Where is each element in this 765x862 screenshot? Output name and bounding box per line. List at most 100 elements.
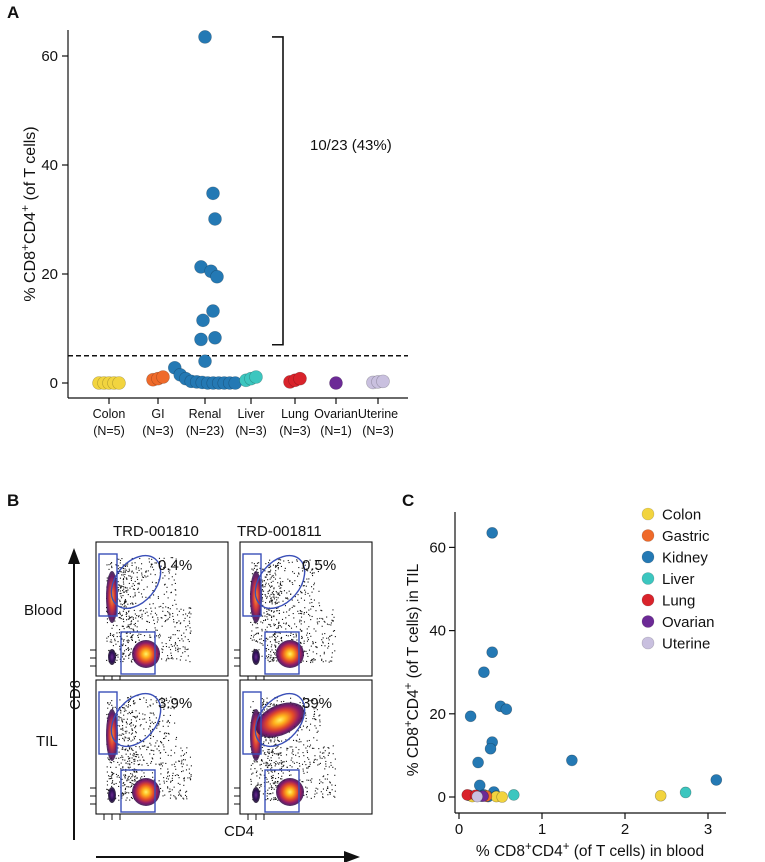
panel-b-event-a-2 <box>272 564 275 566</box>
panel-b-event-c-3 <box>159 731 161 733</box>
panel-b-event-b-1 <box>123 658 125 660</box>
panel-b-event-a-2 <box>260 638 262 640</box>
panel-b-event-a-1 <box>128 582 130 584</box>
panel-b-event-c-3 <box>148 728 150 730</box>
panel-b-event-a-1 <box>117 654 119 656</box>
panel-b-event-b-4 <box>267 789 269 791</box>
panel-b-event-a-4 <box>279 762 281 764</box>
panel-b-event-b-3 <box>136 771 138 773</box>
panel-b-event-c-3 <box>127 701 130 703</box>
panel-b-event-a-3 <box>121 795 123 797</box>
panel-b-event-b-4 <box>277 799 279 801</box>
panel-b-event-a-1 <box>106 640 108 642</box>
panel-b-gate-cd4-2 <box>264 631 300 675</box>
panel-b-event-b-3 <box>156 748 158 750</box>
panel-b-event-a-4 <box>256 784 258 786</box>
panel-b-event-b-2 <box>300 616 303 618</box>
panel-b-gate-cd4-3 <box>120 769 156 813</box>
panel-b-event-b-2 <box>326 616 328 618</box>
panel-b-event-a-1 <box>122 610 124 612</box>
panel-b-event-a-2 <box>272 580 274 582</box>
panel-b-event-a-2 <box>278 594 280 596</box>
panel-b-event-a-1 <box>121 604 123 606</box>
panel-b-event-c-1 <box>148 558 150 560</box>
panel-b-event-b-3 <box>162 762 164 764</box>
panel-b-event-b-2 <box>306 653 308 655</box>
panel-b-event-b-3 <box>141 776 143 778</box>
panel-b-event-a-3 <box>125 737 127 739</box>
panel-b-event-c-3 <box>150 734 152 737</box>
panel-b-event-b-4 <box>325 763 327 765</box>
panel-b-event-a-1 <box>124 599 127 601</box>
panel-a-bracket <box>272 36 284 346</box>
panel-b-event-b-4 <box>268 793 270 795</box>
panel-b-event-b-2 <box>300 642 302 644</box>
panel-b-event-b-4 <box>307 745 309 747</box>
panel-b-event-a-1 <box>134 641 137 643</box>
panel-b-event-b-3 <box>180 763 182 765</box>
panel-b-event-a-3 <box>127 778 129 780</box>
panel-b-event-b-1 <box>170 657 172 660</box>
panel-b-event-b-4 <box>278 757 280 759</box>
panel-b-event-a-4 <box>260 774 262 776</box>
panel-b-event-a-4 <box>263 762 265 764</box>
panel-b-event-b-1 <box>165 620 167 622</box>
panel-b-event-a-1 <box>122 589 124 592</box>
panel-b-event-c-3 <box>142 713 144 715</box>
panel-b-event-b-4 <box>322 797 324 799</box>
panel-b-event-c-3 <box>151 721 153 723</box>
panel-b-event-a-2 <box>268 583 270 585</box>
panel-b-event-c-2 <box>270 585 273 587</box>
panel-b-event-b-3 <box>161 765 163 767</box>
panel-b-event-b-1 <box>185 659 187 661</box>
panel-b-event-b-1 <box>121 644 123 646</box>
panel-b-event-b-4 <box>303 794 305 796</box>
panel-a-ytick-label-40: 40 <box>41 157 58 174</box>
panel-b-event-b-1 <box>130 621 132 623</box>
panel-b-event-a-3 <box>120 734 122 736</box>
panel-b-event-c-3 <box>149 712 151 714</box>
panel-b-event-c-1 <box>120 595 122 597</box>
panel-b-event-b-3 <box>138 756 140 758</box>
panel-b-event-c-1 <box>175 594 177 596</box>
panel-b-event-c-1 <box>118 558 120 560</box>
panel-b-event-b-2 <box>276 610 278 612</box>
panel-b-event-b-4 <box>288 774 291 776</box>
panel-b-event-b-1 <box>187 625 189 627</box>
panel-b-event-b-4 <box>273 762 275 764</box>
panel-b-gate-dp-3 <box>110 692 162 748</box>
panel-b-event-c-1 <box>174 589 176 591</box>
panel-b-event-b-1 <box>174 643 176 645</box>
panel-b-event-a-1 <box>132 628 134 630</box>
panel-b-event-c-2 <box>304 591 307 593</box>
panel-b-event-c-2 <box>279 584 282 586</box>
panel-b-event-c-4 <box>274 737 276 739</box>
panel-c-ylabel-text-part-2: CD4 <box>405 689 422 720</box>
panel-b-event-b-4 <box>292 761 294 763</box>
panel-b-event-b-3 <box>169 797 171 799</box>
panel-b-event-c-1 <box>150 563 152 565</box>
panel-b-event-b-2 <box>270 654 272 656</box>
panel-b-event-a-3 <box>133 738 136 740</box>
panel-b-event-a-3 <box>121 719 123 721</box>
panel-b-event-b-3 <box>128 758 130 760</box>
panel-b-event-a-2 <box>273 588 275 590</box>
panel-b-event-a-2 <box>277 568 279 570</box>
panel-b-event-c-3 <box>156 727 158 729</box>
panel-b-event-a-2 <box>257 633 259 635</box>
panel-b-event-b-3 <box>135 777 137 779</box>
panel-b-event-c-2 <box>292 583 294 585</box>
panel-b-event-c-2 <box>294 580 296 582</box>
panel-b-event-c-3 <box>130 740 132 742</box>
panel-b-event-c-2 <box>302 585 304 587</box>
panel-b-event-a-2 <box>271 636 273 638</box>
panel-b-event-c-3 <box>127 697 129 699</box>
panel-b-event-a-3 <box>107 702 109 704</box>
panel-b-event-b-3 <box>154 745 156 747</box>
panel-b-event-b-1 <box>178 620 180 622</box>
panel-b-event-b-3 <box>178 760 181 762</box>
panel-b-event-c-1 <box>121 558 123 560</box>
panel-b-event-b-1 <box>175 649 177 651</box>
panel-b-event-c-1 <box>174 582 176 585</box>
